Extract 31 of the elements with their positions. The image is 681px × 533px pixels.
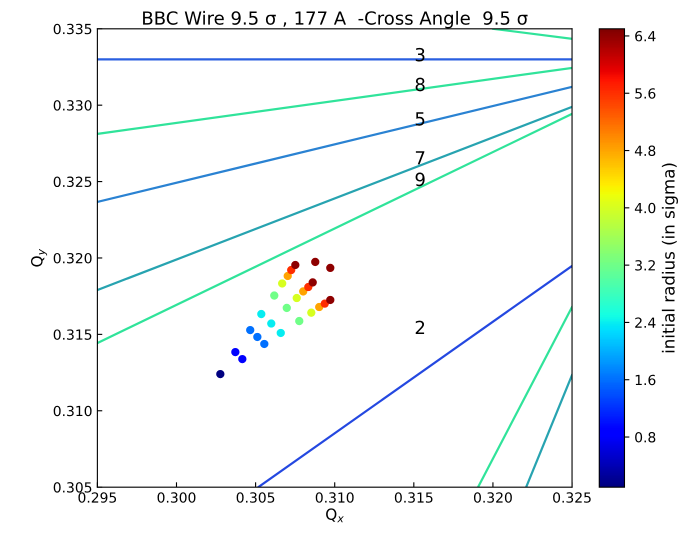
annotation: 5 xyxy=(416,112,424,126)
x-axis-title: Q$_{x}$ xyxy=(326,508,344,522)
y-tick-label: 0.320 xyxy=(54,252,92,264)
color-bar-label: 4.0 xyxy=(634,202,656,214)
annotation: 2 xyxy=(416,320,424,334)
x-tick-label: 0.295 xyxy=(78,492,116,503)
y-tick-label: 0.335 xyxy=(54,24,92,34)
annotation: 7 xyxy=(416,151,424,164)
y-tick-label: 0.310 xyxy=(54,406,92,416)
color-bar-label: 1.6 xyxy=(636,374,656,386)
y-tick-label: 0.315 xyxy=(54,329,92,340)
x-tick-label: 0.320 xyxy=(474,492,512,503)
x-tick-label: 0.310 xyxy=(316,492,354,503)
color-bar-label: 6.4 xyxy=(635,30,656,42)
color-bar-label: 3.2 xyxy=(635,260,655,271)
x-tick-label: 0.305 xyxy=(236,492,274,503)
y-axis-title: Q$_{y}$ xyxy=(31,248,48,267)
color-bar-label: 2.4 xyxy=(635,317,656,328)
annotation: 9 xyxy=(416,172,425,186)
color-bar-label: 5.6 xyxy=(635,88,656,99)
y-tick-label: 0.330 xyxy=(54,100,92,111)
annotation: 3 xyxy=(416,48,424,62)
x-tick-label: 0.315 xyxy=(394,492,432,503)
color-bar-title: initial radius (in sigma) xyxy=(662,164,678,352)
color-bar-label: 0.8 xyxy=(635,432,656,442)
x-tick-label: 0.300 xyxy=(158,492,196,503)
y-tick-label: 0.325 xyxy=(54,176,92,188)
color-bar-label: 4.8 xyxy=(634,146,656,156)
chart-title: BBC Wire 9.5 σ , 177 A -Cross Angle 9.5 σ xyxy=(143,10,528,28)
y-tick-label: 0.305 xyxy=(54,482,92,493)
x-tick-label: 0.325 xyxy=(553,492,591,503)
